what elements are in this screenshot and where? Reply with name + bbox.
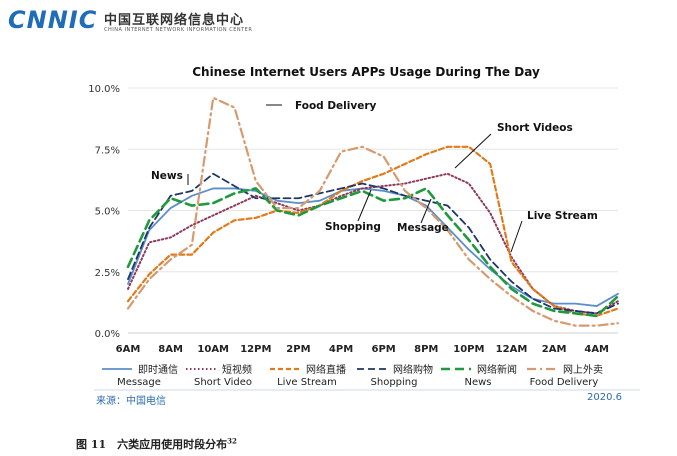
- chart-title: Chinese Internet Users APPs Usage During…: [192, 65, 540, 79]
- y-tick-label: 5.0%: [95, 207, 120, 218]
- annotation-label: Shopping: [325, 221, 381, 233]
- x-tick-label: 10AM: [197, 344, 229, 355]
- org-name-en: CHINA INTERNET NETWORK INFORMATION CENTE…: [104, 27, 253, 33]
- legend-label-en: Shopping: [371, 377, 418, 388]
- annotation-leader: [454, 133, 492, 169]
- x-tick-label: 6PM: [372, 344, 396, 355]
- x-tick-label: 4AM: [584, 344, 609, 355]
- legend-label-en: News: [464, 377, 491, 388]
- series-line: [127, 187, 619, 307]
- report-date: 2020.6: [587, 392, 622, 403]
- x-tick-label: 8AM: [158, 344, 183, 355]
- legend-label-cn: 短视频: [222, 363, 252, 376]
- x-tick-label: 8PM: [414, 344, 438, 355]
- series-line: [127, 172, 619, 315]
- annotation-label: Live Stream: [527, 210, 598, 222]
- legend-label-cn: 即时通信: [138, 364, 178, 376]
- legend-label-en: Food Delivery: [530, 377, 599, 388]
- legend-label-en: Short Video: [194, 377, 252, 388]
- annotation-label: Short Videos: [497, 122, 573, 134]
- x-tick-label: 10PM: [453, 344, 484, 355]
- legend-label-en: Message: [117, 377, 161, 388]
- series-line: [126, 96, 620, 327]
- cnnic-logo: CNNIC 中国互联网络信息中心 CHINA INTERNET NETWORK …: [8, 6, 278, 40]
- annotation-leader: [357, 189, 372, 222]
- x-tick-label: 2PM: [286, 344, 310, 355]
- x-tick-label: 12PM: [240, 344, 271, 355]
- series-line: [126, 187, 620, 318]
- annotation-leader: [510, 220, 523, 253]
- annotation-label: News: [151, 170, 183, 182]
- org-name-cn: 中国互联网络信息中心: [104, 13, 245, 28]
- y-tick-label: 10.0%: [88, 84, 120, 95]
- y-tick-label: 7.5%: [95, 145, 120, 156]
- figure-caption-note: 32: [227, 436, 237, 446]
- x-tick-label: 4PM: [329, 344, 353, 355]
- x-tick-label: 12AM: [496, 344, 528, 355]
- x-tick-label: 2AM: [542, 344, 567, 355]
- annotation-label: Food Delivery: [295, 100, 377, 112]
- logo-mark: CNNIC: [8, 6, 98, 34]
- figure-caption: 图 11 六类应用使用时段分布32: [76, 436, 237, 452]
- legend-label-en: Live Stream: [277, 377, 337, 388]
- legend-label-cn: 网络直播: [306, 363, 346, 376]
- x-tick-label: 6AM: [116, 344, 141, 355]
- figure-caption-text: 图 11 六类应用使用时段分布: [76, 438, 228, 451]
- y-tick-label: 2.5%: [95, 268, 120, 279]
- y-tick-label: 0.0%: [95, 329, 120, 340]
- source-note: 来源：中国电信: [96, 396, 166, 407]
- series-line: [126, 145, 620, 317]
- legend-label-cn: 网络购物: [393, 363, 433, 376]
- annotation-label: Message: [397, 222, 449, 234]
- annotation-leader: [420, 198, 432, 224]
- legend-label-cn: 网上外卖: [563, 364, 603, 376]
- legend-label-cn: 网络新闻: [477, 363, 517, 376]
